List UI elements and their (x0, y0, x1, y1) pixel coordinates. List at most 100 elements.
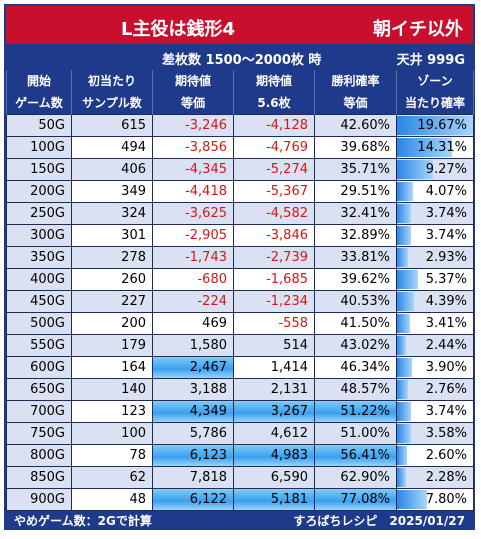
cell-win-rate: 51.00% (314, 422, 397, 445)
header-ev-equal: 期待値 (152, 70, 234, 92)
zone-rate-bar (397, 380, 408, 399)
cell-zone-rate: 3.74% (396, 224, 474, 247)
table-row: 650G 140 3,188 2,131 48.57% 2.76% (6, 378, 474, 401)
cell-ev-56: 4,983 (233, 444, 315, 467)
cell-start-games: 450G (6, 290, 72, 313)
table-row: 150G 406 -4,345 -5,274 35.71% 9.27% (6, 158, 474, 181)
cell-ev-56: 5,181 (233, 488, 315, 511)
cell-ev-56: -4,582 (233, 202, 315, 225)
cell-ev-56: 2,131 (233, 378, 315, 401)
zone-rate-value: 5.37% (425, 272, 467, 287)
cell-ev-56: -5,274 (233, 158, 315, 181)
zone-rate-value: 3.74% (425, 206, 467, 221)
cell-sample-count: 615 (71, 114, 153, 137)
header-start: 開始 (6, 70, 72, 92)
cell-sample-count: 179 (71, 334, 153, 357)
cell-win-rate: 35.71% (314, 158, 397, 181)
ceiling-label: 天井 999G (396, 53, 465, 68)
cell-sample-count: 140 (71, 378, 153, 401)
cell-sample-count: 100 (71, 422, 153, 445)
table-row: 250G 324 -3,625 -4,582 32.41% 3.74% (6, 202, 474, 225)
cell-sample-count: 324 (71, 202, 153, 225)
zone-rate-value: 2.93% (425, 250, 467, 265)
cell-ev-equal: -4,345 (152, 158, 234, 181)
table-row: 850G 62 7,818 6,590 62.90% 2.28% (6, 466, 474, 489)
cell-ev-equal: -3,856 (152, 136, 234, 159)
header-zone: ゾーン (396, 70, 474, 92)
cell-sample-count: 227 (71, 290, 153, 313)
table-row: 50G 615 -3,246 -4,128 42.60% 19.67% (6, 114, 474, 137)
cell-start-games: 300G (6, 224, 72, 247)
cell-sample-count: 494 (71, 136, 153, 159)
zone-rate-bar (397, 116, 473, 135)
cell-ev-equal: -680 (152, 268, 234, 291)
zone-rate-bar (397, 402, 412, 421)
table-row: 450G 227 -224 -1,234 40.53% 4.39% (6, 290, 474, 313)
zone-rate-bar (397, 424, 411, 443)
cell-start-games: 500G (6, 312, 72, 335)
table-row: 550G 179 1,580 514 43.02% 2.44% (6, 334, 474, 357)
zone-rate-bar (397, 138, 453, 157)
cell-win-rate: 42.60% (314, 114, 397, 137)
cell-ev-56: -5,367 (233, 180, 315, 203)
cell-sample-count: 62 (71, 466, 153, 489)
cell-zone-rate: 4.07% (396, 180, 474, 203)
cell-win-rate: 32.41% (314, 202, 397, 225)
cell-zone-rate: 4.39% (396, 290, 474, 313)
zone-rate-bar (397, 270, 418, 289)
cell-ev-equal: 3,188 (152, 378, 234, 401)
cell-zone-rate: 3.41% (396, 312, 474, 335)
cell-zone-rate: 2.76% (396, 378, 474, 401)
zone-rate-value: 3.74% (425, 404, 467, 419)
cell-start-games: 550G (6, 334, 72, 357)
footer-note: やめゲーム数：2Gで計算 (14, 514, 152, 528)
header-row-1: 開始 初当たり 期待値 期待値 勝利確率 ゾーン (6, 70, 474, 92)
table-row: 750G 100 5,786 4,612 51.00% 3.58% (6, 422, 474, 445)
table-row: 500G 200 469 -558 41.50% 3.41% (6, 312, 474, 335)
cell-win-rate: 40.53% (314, 290, 397, 313)
cell-win-rate: 32.89% (314, 224, 397, 247)
table-row: 400G 260 -680 -1,685 39.62% 5.37% (6, 268, 474, 291)
cell-ev-equal: 5,786 (152, 422, 234, 445)
zone-rate-value: 3.90% (425, 360, 467, 375)
cell-ev-56: 4,612 (233, 422, 315, 445)
cell-zone-rate: 2.28% (396, 466, 474, 489)
zone-rate-bar (397, 204, 412, 223)
zone-rate-value: 9.27% (425, 162, 467, 177)
zone-rate-value: 14.31% (417, 140, 467, 155)
cell-zone-rate: 3.90% (396, 356, 474, 379)
cell-win-rate: 43.02% (314, 334, 397, 357)
footer-bar: やめゲーム数：2Gで計算 すろぱちレシピ 2025/01/27 (6, 511, 473, 528)
cell-ev-equal: 1,580 (152, 334, 234, 357)
table-row: 350G 278 -1,743 -2,739 33.81% 2.93% (6, 246, 474, 269)
cell-ev-equal: 469 (152, 312, 234, 335)
cell-ev-equal: -224 (152, 290, 234, 313)
cell-zone-rate: 14.31% (396, 136, 474, 159)
cell-zone-rate: 3.58% (396, 422, 474, 445)
table-row: 300G 301 -2,905 -3,846 32.89% 3.74% (6, 224, 474, 247)
table-row: 200G 349 -4,418 -5,367 29.51% 4.07% (6, 180, 474, 203)
cell-zone-rate: 3.74% (396, 202, 474, 225)
cell-ev-equal: -3,625 (152, 202, 234, 225)
zone-rate-bar (397, 490, 428, 509)
cell-start-games: 600G (6, 356, 72, 379)
cell-zone-rate: 9.27% (396, 158, 474, 181)
cell-start-games: 800G (6, 444, 72, 467)
cell-ev-equal: -3,246 (152, 114, 234, 137)
cell-sample-count: 200 (71, 312, 153, 335)
cell-zone-rate: 3.74% (396, 400, 474, 423)
cell-sample-count: 406 (71, 158, 153, 181)
cell-start-games: 750G (6, 422, 72, 445)
cell-zone-rate: 2.93% (396, 246, 474, 269)
zone-rate-value: 2.60% (425, 448, 467, 463)
zone-rate-value: 2.28% (425, 470, 467, 485)
cell-ev-56: 6,590 (233, 466, 315, 489)
zone-rate-bar (397, 446, 408, 465)
cell-zone-rate: 19.67% (396, 114, 474, 137)
table-row: 800G 78 6,123 4,983 56.41% 2.60% (6, 444, 474, 467)
cell-win-rate: 33.81% (314, 246, 397, 269)
header-start-sub: ゲーム数 (6, 92, 72, 115)
cell-ev-56: -4,769 (233, 136, 315, 159)
zone-rate-bar (397, 182, 413, 201)
cell-ev-equal: 2,467 (152, 356, 234, 379)
